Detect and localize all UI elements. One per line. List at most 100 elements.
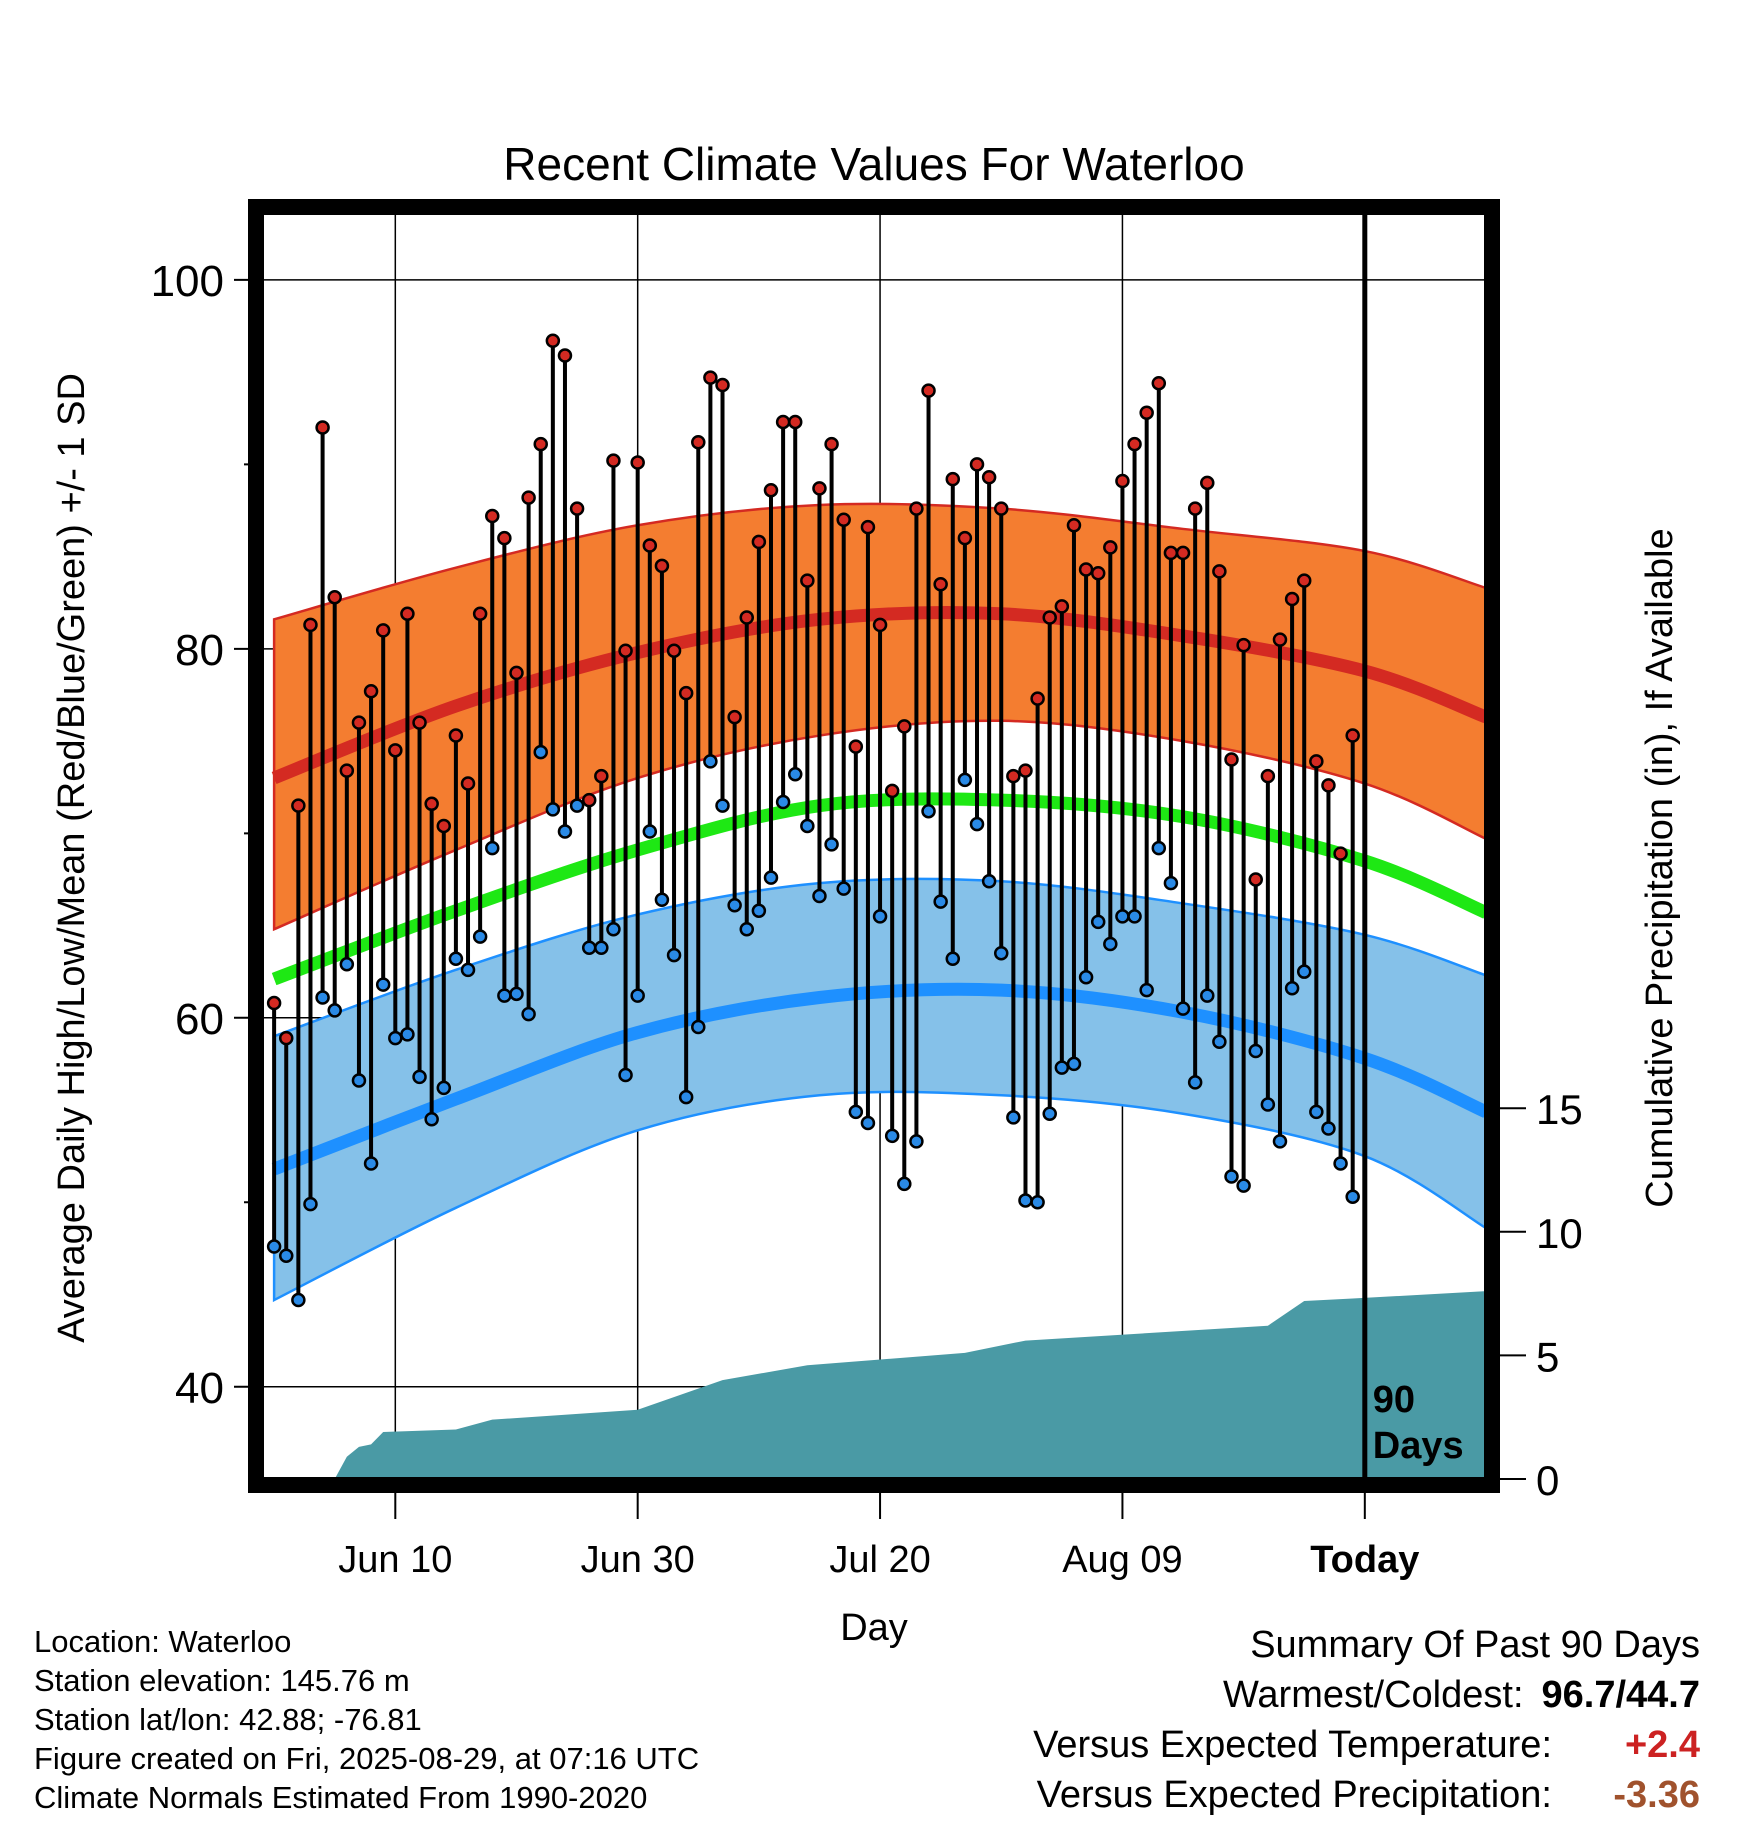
daily-low-point [472, 929, 488, 944]
daily-low-point [315, 990, 330, 1005]
daily-high-point [1127, 436, 1142, 452]
daily-low-point [351, 1073, 367, 1088]
daily-high-point [291, 798, 306, 813]
daily-low-point [691, 1019, 706, 1035]
daily-low-point [303, 1196, 318, 1212]
daily-high-point [594, 768, 609, 784]
elevation-text: Station elevation: 145.76 m [34, 1663, 410, 1698]
today-label: Days [1373, 1425, 1464, 1467]
daily-low-point [1115, 909, 1130, 924]
daily-high-point [872, 617, 888, 633]
daily-low-point [1236, 1178, 1251, 1193]
y-tick-label: 40 [175, 1364, 224, 1413]
daily-high-point [860, 519, 876, 535]
daily-low-point [327, 1003, 342, 1018]
daily-high-point [812, 481, 827, 496]
daily-high-point [921, 383, 936, 398]
summary-warm-cold: Warmest/Coldest: 96.7/44.7 [1033, 1670, 1700, 1720]
daily-high-point [400, 606, 415, 622]
chart-title: Recent Climate Values For Waterloo [503, 138, 1244, 190]
daily-high-point [1236, 637, 1251, 653]
daily-high-point [1321, 778, 1336, 793]
daily-low-point [278, 1248, 294, 1264]
daily-low-point [933, 894, 948, 909]
daily-low-point [339, 957, 355, 972]
summary-heading: Summary Of Past 90 Days [1250, 1624, 1700, 1666]
daily-high-point [1006, 768, 1021, 784]
daily-low-point [957, 772, 973, 788]
warm-cold-value: 96.7/44.7 [1541, 1674, 1700, 1716]
plot-frame [248, 199, 1500, 1493]
daily-low-point [872, 909, 888, 924]
warm-cold-label: Warmest/Coldest: [1222, 1674, 1524, 1716]
daily-low-point [388, 1030, 403, 1046]
daily-high-point [981, 470, 997, 485]
y-tick-label: 100 [151, 257, 224, 306]
daily-high-point [630, 455, 645, 470]
daily-low-point [545, 802, 561, 817]
daily-high-point [1018, 763, 1033, 778]
y2-tick-label: 10 [1536, 1210, 1583, 1257]
daily-high-point [1078, 562, 1094, 577]
daily-high-point [533, 436, 548, 452]
daily-low-point [836, 881, 851, 896]
daily-high-point [1090, 565, 1106, 581]
location-text: Location: Waterloo [34, 1624, 292, 1659]
daily-high-point [933, 577, 948, 592]
daily-high-point [303, 617, 318, 633]
daily-low-point [1345, 1189, 1360, 1204]
daily-high-point [945, 471, 961, 487]
created-text: Figure created on Fri, 2025-08-29, at 07… [34, 1741, 700, 1776]
daily-high-point [678, 685, 694, 701]
daily-low-point [266, 1239, 282, 1254]
today-label: 90 [1373, 1379, 1415, 1421]
daily-low-point [1054, 1060, 1070, 1075]
daily-high-point [557, 348, 573, 363]
daily-high-point [472, 606, 488, 622]
daily-high-point [1187, 501, 1203, 516]
daily-high-point [1333, 846, 1348, 861]
daily-low-point [1333, 1156, 1348, 1171]
daily-low-point [460, 962, 476, 978]
y2-tick-label: 0 [1536, 1457, 1559, 1504]
daily-high-point [1030, 691, 1045, 706]
daily-high-point [836, 512, 851, 527]
daily-low-point [981, 874, 997, 889]
temp-label: Versus Expected Temperature: [1033, 1724, 1552, 1766]
daily-low-point [606, 922, 621, 937]
daily-low-point [618, 1067, 633, 1083]
daily-high-point [569, 501, 585, 516]
daily-high-point [1042, 610, 1057, 625]
daily-high-point [969, 457, 985, 472]
daily-high-point [1054, 599, 1070, 614]
daily-high-point [1115, 473, 1130, 489]
daily-high-point [715, 377, 730, 393]
daily-low-point [485, 840, 500, 856]
daily-low-point [921, 803, 936, 819]
daily-low-point [812, 888, 827, 904]
daily-high-point [363, 684, 379, 699]
normals-text: Climate Normals Estimated From 1990-2020 [34, 1780, 648, 1815]
daily-low-point [1090, 914, 1106, 930]
daily-low-point [860, 1115, 876, 1131]
daily-high-point [388, 743, 403, 758]
daily-high-point [460, 776, 476, 791]
daily-low-point [897, 1176, 912, 1192]
daily-high-point [351, 715, 367, 730]
daily-high-point [727, 709, 742, 725]
daily-low-point [1321, 1121, 1336, 1136]
daily-high-point [993, 501, 1009, 516]
daily-low-point [666, 947, 682, 963]
high-normal-line [271, 606, 1489, 785]
daily-high-point [642, 538, 658, 553]
daily-high-point [606, 453, 621, 468]
daily-low-point [509, 986, 524, 1002]
low-normal-line [271, 982, 1489, 1176]
precip-value: -3.36 [1613, 1774, 1700, 1816]
daily-low-point [751, 903, 767, 919]
daily-low-point [497, 988, 512, 1003]
precip-area [274, 1291, 1487, 1479]
daily-low-point [363, 1156, 379, 1171]
y2-tick-label: 15 [1536, 1086, 1583, 1133]
daily-low-point [594, 940, 609, 955]
